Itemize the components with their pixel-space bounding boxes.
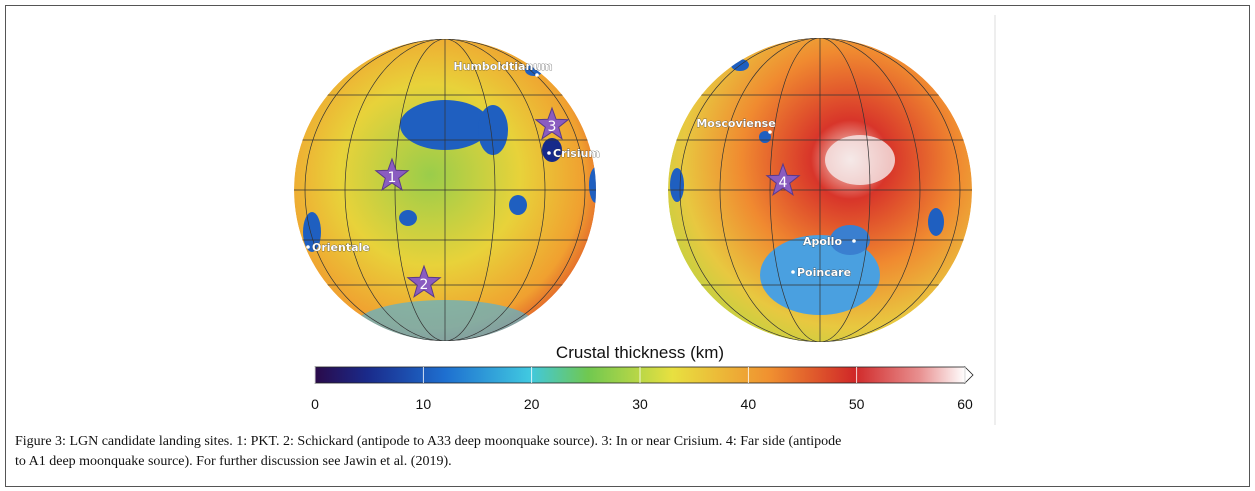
- colorbar-extend: [964, 366, 974, 384]
- star-number: 1: [388, 170, 397, 186]
- site-star: [534, 106, 570, 140]
- star-number: 4: [779, 175, 788, 191]
- star-number: 3: [548, 119, 557, 135]
- site-star: [406, 264, 442, 298]
- caption: Figure 3: LGN candidate landing sites. 1…: [15, 432, 841, 472]
- colorbar-tick-label: 40: [741, 396, 757, 412]
- site-label: Poincare: [797, 266, 851, 279]
- caption-line: Figure 3: LGN candidate landing sites. 1…: [15, 434, 842, 449]
- site-label: Apollo: [803, 235, 842, 248]
- right-hemisphere: [668, 38, 972, 342]
- colorbar-tick-label: 10: [416, 396, 432, 412]
- colorbar-tick-label: 60: [957, 396, 973, 412]
- figure-frame: [5, 5, 1250, 487]
- colorbar-title: Crustal thickness (km): [556, 343, 724, 362]
- colorbar-tick-label: 50: [849, 396, 865, 412]
- site-marker: [791, 270, 795, 274]
- site-star: [765, 162, 801, 196]
- site-marker: [768, 130, 772, 134]
- site-marker: [535, 73, 539, 77]
- site-marker: [852, 239, 856, 243]
- colorbar-tick-label: 20: [524, 396, 540, 412]
- site-marker: [306, 245, 310, 249]
- left-hemisphere: [294, 39, 596, 341]
- star-number: 2: [420, 277, 429, 293]
- figure: Humboldtianum Crisium Orientale 1 2 3 Moscovie…: [294, 15, 996, 425]
- colorbar-tick-label: 30: [632, 396, 648, 412]
- site-star: [374, 157, 410, 191]
- site-label: Orientale: [312, 241, 370, 254]
- site-marker: [547, 151, 551, 155]
- colorbar-tick-label: 0: [311, 396, 319, 412]
- site-label: Moscoviense: [696, 117, 775, 130]
- caption-line: to A1 deep moonquake source). For furthe…: [15, 454, 452, 469]
- site-label: Crisium: [553, 147, 600, 160]
- site-label: Humboldtianum: [453, 60, 552, 73]
